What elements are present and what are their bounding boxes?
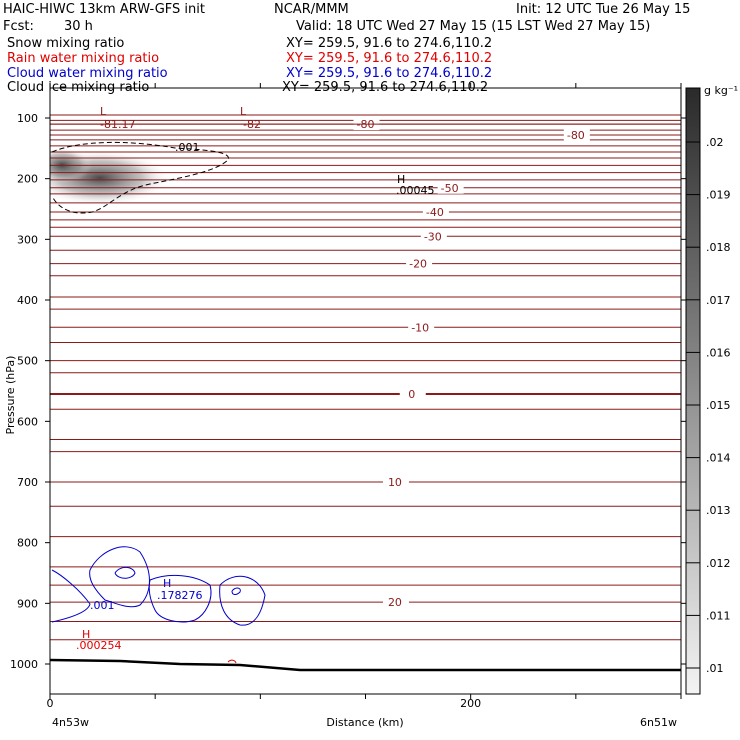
terrain-line [50, 658, 681, 672]
x-tick-label: 0 [47, 697, 54, 710]
isotherm-label: 10 [388, 476, 402, 489]
terrain-fill [50, 660, 681, 694]
field-cloudwater-xy: XY= 259.5, 91.6 to 274.6,110.2 [286, 66, 493, 81]
isotherm-label-bg [563, 128, 590, 141]
isotherm-label-bg [437, 181, 464, 194]
y-tick-label: 200 [17, 173, 38, 186]
isotherm-label: -80 [567, 129, 585, 142]
x-axis-ticks: 0 200 [47, 83, 682, 710]
cloudwater-contour-label: .001 [90, 599, 115, 612]
model-title: HAIC-HIWC 13km ARW-GFS init [3, 2, 205, 17]
colorbar-tick-label: .014 [706, 452, 731, 465]
org-label: NCAR/MMM [274, 2, 349, 17]
colorbar-ticks: .02 .019 .018 .017 .016 .015 .014 .013 .012 .011.… [686, 136, 731, 675]
isotherm-label: -50 [441, 182, 459, 195]
colorbar-tick-label: .018 [706, 241, 731, 254]
isotherm-label-bg [399, 388, 426, 401]
field-rain-name: Rain water mixing ratio [7, 51, 160, 66]
colorbar-tick-label: .02 [706, 136, 724, 149]
y-tick-label: 1000 [10, 658, 38, 671]
high-label-ice: H [397, 173, 405, 186]
isotherm-label: -10 [411, 321, 429, 334]
colorbar-unit: g kg⁻¹ [704, 84, 738, 97]
low-label-1: L [100, 105, 107, 118]
isotherm-label-bg [382, 596, 409, 609]
high-value-ice: .00045 [396, 184, 435, 197]
isotherm-label: -30 [424, 230, 442, 243]
colorbar [685, 87, 701, 695]
high-label-rain: H [82, 628, 90, 641]
y-tick-label: 300 [17, 233, 38, 246]
low-value-2: -82 [243, 118, 261, 131]
colorbar-tick-label: .019 [706, 189, 731, 202]
colorbar-tick-label: .012 [706, 557, 731, 570]
isotherm-label-bg [406, 257, 433, 270]
y-axis-label: Pressure (hPa) [4, 356, 17, 435]
colorbar-tick-label: .016 [706, 346, 731, 359]
isotherm-label: -40 [426, 206, 444, 219]
y-tick-label: 600 [17, 415, 38, 428]
y-tick-label: 100 [17, 112, 38, 125]
snow-contour [51, 141, 229, 214]
isotherm-label-bg [422, 206, 449, 219]
x-end-label: 6n51w [640, 716, 677, 729]
y-tick-label: 800 [17, 537, 38, 550]
low-label-2: L [240, 105, 247, 118]
colorbar-tick-label: .017 [706, 294, 731, 307]
forecast-label: Fcst: [3, 19, 34, 34]
isotherm-label-bg [382, 476, 409, 488]
high-value-rain: .000254 [76, 639, 122, 652]
field-snow-xy: XY= 259.5, 91.6 to 274.6,110.2 [286, 36, 493, 51]
isotherm-label-bg [420, 230, 447, 243]
field-cloudwater-name: Cloud water mixing ratio [7, 66, 168, 81]
isotherm-label: 0 [408, 388, 415, 401]
isotherm-label: -20 [409, 258, 427, 271]
init-time: Init: 12 UTC Tue 26 May 15 [516, 2, 691, 17]
colorbar-tick-label: .01 [706, 662, 724, 675]
y-tick-label: 400 [17, 294, 38, 307]
field-snow-name: Snow mixing ratio [7, 36, 125, 51]
y-tick-label: 700 [17, 476, 38, 489]
field-rain-xy: XY= 259.5, 91.6 to 274.6,110.2 [286, 51, 493, 66]
x-tick-label: 200 [460, 697, 481, 710]
colorbar-tick-label: .015 [706, 399, 731, 412]
y-tick-label: 900 [17, 597, 38, 610]
rain-contour [227, 659, 237, 664]
x-start-label: 4n53w [52, 716, 89, 729]
isotherm-label: 20 [388, 596, 402, 609]
forecast-hour: 30 h [64, 19, 93, 34]
y-tick-label: 500 [17, 355, 38, 368]
cloud-water-contours [51, 546, 266, 626]
colorbar-tick-label: .013 [706, 504, 731, 517]
high-label-cloudwater: H [163, 577, 171, 590]
low-value-1: -81.17 [100, 118, 135, 131]
colorbar-tick-label: .011 [706, 609, 731, 622]
high-value-cloudwater: .178276 [157, 589, 203, 602]
x-axis-label: Distance (km) [326, 716, 403, 729]
snow-contour-label: .001 [175, 141, 200, 154]
isotherm-label-bg [408, 321, 435, 334]
valid-time: Valid: 18 UTC Wed 27 May 15 (15 LST Wed … [296, 19, 651, 34]
